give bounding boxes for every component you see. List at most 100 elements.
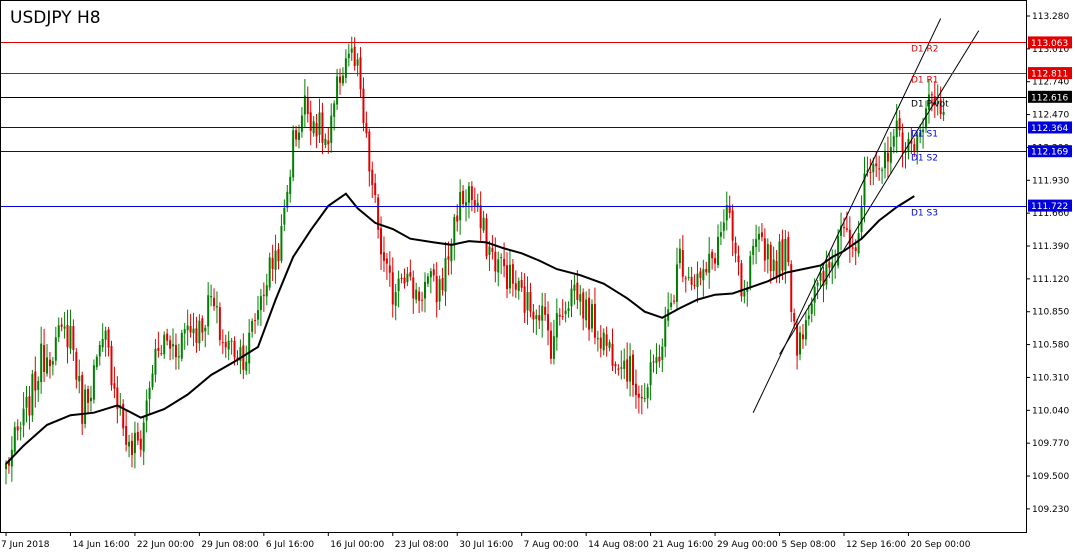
candle-body (678, 248, 681, 263)
candle (274, 234, 277, 284)
candle (541, 292, 544, 338)
candle (497, 251, 500, 287)
candle-body (189, 326, 192, 333)
candle (292, 125, 295, 182)
candle (763, 228, 766, 272)
candle (699, 267, 702, 286)
candle-body (271, 257, 274, 269)
candle (72, 319, 75, 362)
candle (136, 422, 139, 445)
level-tag-label: 112.811 (1031, 70, 1068, 80)
level-name: D1 R2 (911, 45, 939, 55)
candle (286, 185, 289, 213)
candle-body (201, 318, 204, 333)
candle (690, 266, 693, 291)
candle-body (447, 256, 450, 260)
candle (913, 138, 916, 158)
candle-body (382, 252, 385, 261)
y-tick-label: 111.120 (1032, 275, 1069, 285)
candle-body (840, 225, 843, 236)
candle-body (438, 279, 441, 302)
candle-body (251, 320, 254, 332)
candle (801, 324, 804, 349)
candle-body (497, 259, 500, 273)
candle-body (508, 264, 511, 289)
candle-body (327, 140, 330, 145)
candle-body (582, 292, 585, 319)
candle-body (230, 340, 233, 342)
level-name: D1 R1 (911, 76, 939, 86)
candle (218, 302, 221, 346)
candle-body (224, 341, 227, 348)
candle-body (309, 112, 312, 131)
candle-body (517, 280, 520, 291)
candle-body (605, 334, 608, 346)
candle (104, 326, 107, 357)
candle (415, 282, 418, 304)
candle (535, 309, 538, 335)
level-tag-label: 111.722 (1031, 202, 1068, 212)
candle (611, 328, 614, 371)
candle-body (423, 281, 426, 299)
candle (81, 371, 84, 435)
candle (927, 79, 930, 124)
candle (749, 250, 752, 291)
candle-body (180, 332, 183, 359)
candle (154, 338, 157, 383)
candle-body (183, 329, 186, 334)
level-tag-bg (1028, 90, 1072, 103)
candle-body (298, 132, 300, 140)
candle (538, 304, 541, 330)
candle (614, 361, 617, 374)
candle (564, 301, 567, 323)
candle (473, 187, 476, 214)
candle-body (634, 383, 637, 396)
candle (617, 364, 620, 376)
candle (840, 212, 843, 251)
x-tick-label: 14 Aug 08:00 (588, 540, 649, 550)
candle-body (259, 296, 262, 311)
candle-body (441, 277, 444, 291)
candle (661, 338, 664, 373)
candle-body (142, 422, 145, 452)
level-price-tag: 112.616 (1028, 90, 1072, 103)
candle-body (778, 241, 781, 277)
candle-body (365, 122, 368, 134)
candle-body (884, 151, 886, 169)
candle-body (807, 315, 810, 320)
candle (25, 386, 28, 423)
level-tag-label: 112.364 (1031, 124, 1068, 134)
candle-body (57, 325, 60, 338)
candle-body (591, 304, 593, 329)
candle-body (547, 314, 550, 331)
candle-body (262, 294, 265, 296)
candle-body (520, 279, 523, 288)
candle-body (456, 215, 459, 222)
candle (306, 86, 309, 123)
candle-body (467, 186, 470, 203)
candle-body (886, 152, 889, 162)
candle (547, 301, 550, 346)
candle-body (72, 326, 75, 350)
candle (488, 240, 491, 271)
y-tick-label: 113.280 (1032, 12, 1069, 22)
candle (517, 277, 520, 300)
candle (347, 43, 350, 67)
candle-body (936, 100, 939, 105)
candle-body (101, 338, 104, 348)
candle-body (933, 96, 936, 106)
candle-body (787, 237, 790, 263)
candle (13, 421, 16, 456)
candle-body (848, 229, 851, 247)
candle (125, 409, 128, 452)
candle-body (215, 306, 218, 308)
candle-body (362, 88, 365, 123)
candle (884, 142, 886, 179)
candle (432, 263, 435, 282)
candle (441, 267, 444, 296)
candle-body (687, 276, 690, 278)
candle-body (371, 169, 374, 186)
candle-body (790, 264, 793, 313)
candle (573, 275, 576, 305)
candle (523, 273, 526, 323)
